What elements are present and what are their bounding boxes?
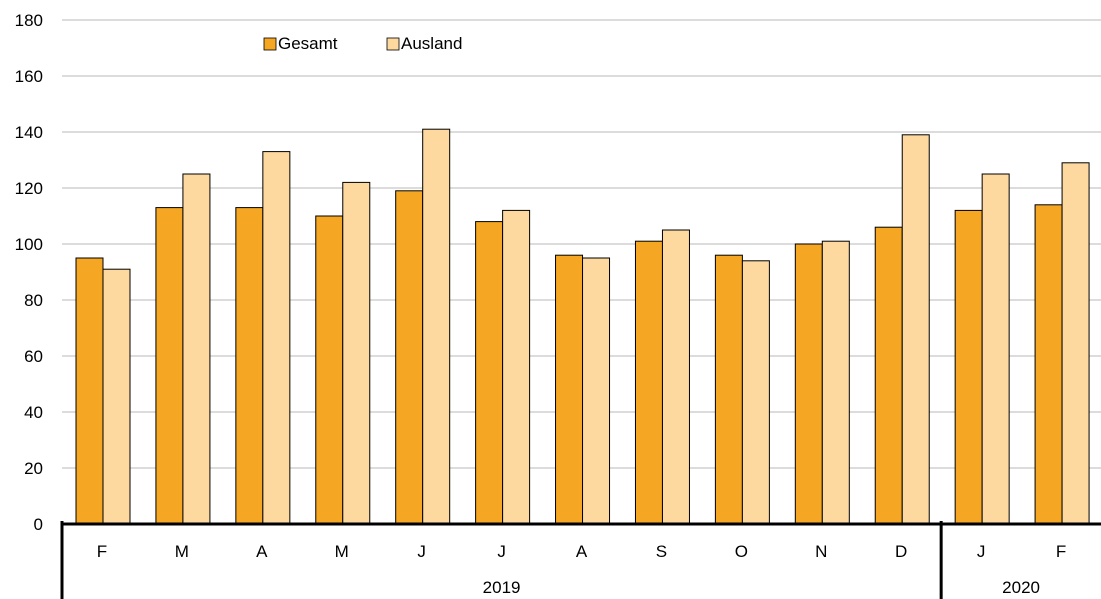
x-tick-label: J xyxy=(497,542,506,561)
bar-gesamt xyxy=(395,190,424,525)
x-tick-label: F xyxy=(1056,542,1066,561)
y-tick-label: 20 xyxy=(24,459,43,478)
x-group-label: 2019 xyxy=(483,578,521,597)
y-tick-label: 40 xyxy=(24,403,43,422)
bar-ausland xyxy=(661,229,690,525)
x-tick-label: J xyxy=(417,542,426,561)
x-group-label: 2020 xyxy=(1002,578,1040,597)
bar-gesamt xyxy=(75,257,104,525)
x-tick-label: M xyxy=(335,542,349,561)
x-tick-label: F xyxy=(97,542,107,561)
bar-ausland xyxy=(262,151,291,525)
bar-gesamt xyxy=(954,209,983,525)
bar-ausland xyxy=(821,240,850,525)
y-tick-label: 140 xyxy=(15,123,43,142)
x-tick-label: O xyxy=(735,542,748,561)
y-tick-label: 60 xyxy=(24,347,43,366)
bar-gesamt xyxy=(315,215,344,525)
x-tick-label: S xyxy=(656,542,667,561)
y-axis-tick-labels: 0 20 40 60 80 100 120 140 160 180 xyxy=(15,11,43,534)
y-tick-label: 120 xyxy=(15,179,43,198)
y-tick-label: 0 xyxy=(34,515,43,534)
legend: Gesamt Ausland xyxy=(263,34,462,53)
bar-gesamt xyxy=(634,240,663,525)
bars xyxy=(75,128,1090,525)
bar-gesamt xyxy=(155,207,184,525)
bar-gesamt xyxy=(874,226,903,525)
bar-gesamt xyxy=(1034,204,1063,525)
y-tick-label: 180 xyxy=(15,11,43,30)
bar-gesamt xyxy=(475,221,504,525)
bar-ausland xyxy=(981,173,1010,525)
bar-ausland xyxy=(182,173,211,525)
y-tick-label: 160 xyxy=(15,67,43,86)
y-tick-label: 80 xyxy=(24,291,43,310)
bar-gesamt xyxy=(714,254,743,525)
x-tick-label: N xyxy=(815,542,827,561)
bar-ausland xyxy=(502,209,531,525)
legend-swatch-gesamt xyxy=(263,37,277,51)
bar-ausland xyxy=(741,260,770,525)
legend-swatch-ausland xyxy=(386,37,400,51)
legend-label-gesamt: Gesamt xyxy=(278,34,338,53)
x-axis xyxy=(60,521,1101,599)
bar-ausland xyxy=(342,181,371,525)
x-tick-label: D xyxy=(895,542,907,561)
legend-label-ausland: Ausland xyxy=(401,34,462,53)
x-tick-label: J xyxy=(977,542,986,561)
bar-gesamt xyxy=(235,207,264,525)
gridlines xyxy=(62,19,1101,469)
y-tick-label: 100 xyxy=(15,235,43,254)
bar-ausland xyxy=(1061,162,1090,525)
bar-ausland xyxy=(422,128,451,525)
x-tick-label: A xyxy=(256,542,268,561)
bar-ausland xyxy=(102,268,131,525)
x-tick-label: M xyxy=(175,542,189,561)
bar-gesamt xyxy=(555,254,584,525)
bar-ausland xyxy=(582,257,611,525)
bar-gesamt xyxy=(794,243,823,525)
bar-ausland xyxy=(901,134,930,525)
x-tick-label: A xyxy=(576,542,588,561)
x-axis-group-labels: 2019 2020 xyxy=(483,578,1040,597)
